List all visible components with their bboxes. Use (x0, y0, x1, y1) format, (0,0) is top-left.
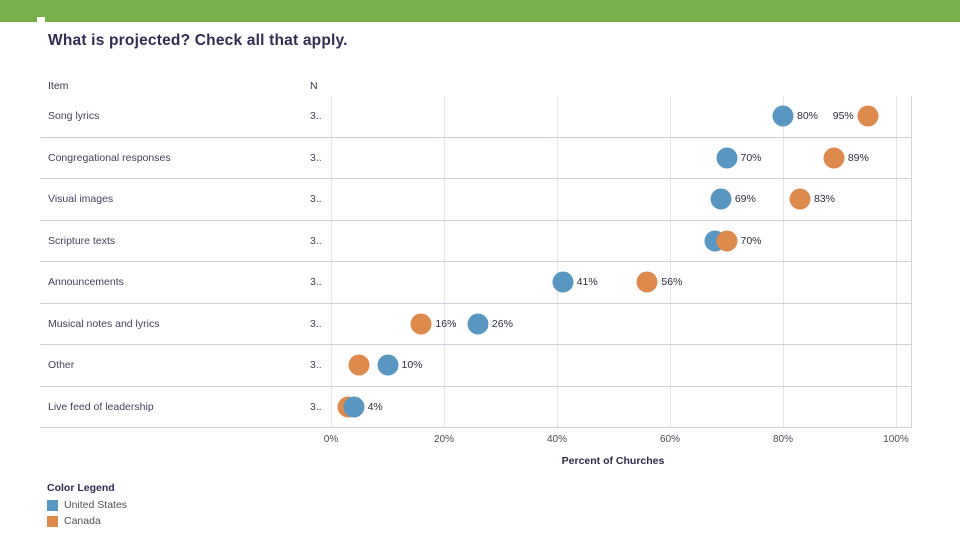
table-row: Live feed of leadership 3.. 4% (40, 387, 911, 428)
gridline (670, 96, 671, 428)
legend-title: Color Legend (47, 482, 115, 494)
point-value-label: 80% (797, 110, 819, 123)
table-row: Visual images 3.. 69% 83% (40, 179, 911, 221)
row-n-value: 3.. (310, 151, 322, 164)
table-row: Song lyrics 3.. 80% 95% (40, 96, 911, 138)
canada-dot (823, 147, 845, 169)
gridline (444, 96, 445, 428)
canada-dot (348, 354, 370, 376)
row-plot-area: 4% (331, 387, 896, 428)
gridline (331, 96, 332, 428)
row-item-label: Musical notes and lyrics (48, 317, 160, 330)
legend-item-label: United States (64, 499, 128, 511)
canada-dot (789, 188, 811, 210)
point-value-label: 95% (832, 110, 854, 123)
row-n-value: 3.. (310, 317, 322, 330)
accent-bar-notch (37, 17, 45, 22)
point-value-label: 16% (435, 317, 457, 330)
point-value-label: 70% (740, 234, 762, 247)
row-item-label: Scripture texts (48, 234, 116, 247)
row-plot-area: 41% 56% (331, 262, 896, 303)
point-value-label: 41% (576, 276, 598, 289)
legend-item-united-states: United States (47, 497, 127, 513)
point-value-label: 26% (491, 317, 513, 330)
point-value-label: 70% (740, 151, 762, 164)
x-axis-title: Percent of Churches (561, 455, 665, 467)
table-row: Announcements 3.. 41% 56% (40, 262, 911, 304)
row-plot-area: 70% 89% (331, 138, 896, 179)
point-value-label: 10% (401, 359, 423, 372)
x-tick-label: 20% (433, 434, 455, 445)
table-row: Other 3.. 10% (40, 345, 911, 387)
united-states-dot (552, 271, 574, 293)
table-row: Congregational responses 3.. 70% 89% (40, 138, 911, 179)
row-n-value: 3.. (310, 276, 322, 289)
page-title: What is projected? Check all that apply. (48, 32, 348, 49)
item-column-header: Item (48, 80, 69, 92)
canada-dot (410, 313, 432, 335)
point-value-label: 83% (813, 193, 835, 206)
x-tick-label: 40% (546, 434, 568, 445)
point-value-label: 56% (661, 276, 683, 289)
x-tick-label: 0% (323, 434, 339, 445)
row-plot-area: 10% (331, 345, 896, 386)
gridline (783, 96, 784, 428)
point-value-label: 69% (734, 193, 756, 206)
row-item-label: Visual images (48, 193, 114, 206)
united-states-dot (710, 188, 732, 210)
canada-dot (636, 271, 658, 293)
united-states-dot (772, 105, 794, 127)
n-column-header: N (310, 80, 318, 92)
x-tick-label: 80% (772, 434, 794, 445)
gridline (896, 96, 897, 428)
x-tick-label: 100% (883, 434, 909, 445)
canada-swatch (47, 515, 58, 527)
row-n-value: 3.. (310, 400, 322, 413)
row-item-label: Congregational responses (48, 151, 171, 164)
row-plot-area: 70% (331, 221, 896, 262)
canada-dot (716, 230, 737, 252)
row-n-value: 3.. (310, 359, 322, 372)
united-states-dot (343, 396, 365, 418)
united-states-dot (716, 147, 737, 169)
row-item-label: Live feed of leadership (48, 400, 154, 413)
chart-rows: Song lyrics 3.. 80% 95% Congregational respo… (40, 96, 912, 428)
point-value-label: 89% (847, 151, 869, 164)
row-plot-area: 80% 95% (331, 96, 896, 137)
row-item-label: Announcements (48, 276, 124, 289)
canada-dot (857, 105, 879, 127)
row-item-label: Other (48, 359, 75, 372)
dot-plot-chart: Item N Song lyrics 3.. 80% 95% Congregationa… (40, 76, 912, 467)
row-n-value: 3.. (310, 110, 322, 123)
legend-item-canada: Canada (47, 513, 127, 529)
row-item-label: Song lyrics (48, 110, 100, 123)
united-states-dot (377, 354, 398, 376)
color-legend: Color Legend United States Canada (47, 482, 127, 529)
united-states-dot (467, 313, 489, 335)
table-row: Musical notes and lyrics 3.. 16% 26% (40, 304, 911, 345)
gridline (557, 96, 558, 428)
row-plot-area: 16% 26% (331, 304, 896, 345)
table-row: Scripture texts 3.. 70% (40, 221, 911, 262)
slide-accent-bar (0, 0, 960, 22)
x-tick-label: 60% (659, 434, 681, 445)
point-value-label: 4% (367, 400, 383, 413)
legend-item-label: Canada (64, 515, 101, 527)
row-n-value: 3.. (310, 234, 322, 247)
united-states-swatch (47, 499, 58, 511)
row-n-value: 3.. (310, 193, 322, 206)
row-plot-area: 69% 83% (331, 179, 896, 220)
